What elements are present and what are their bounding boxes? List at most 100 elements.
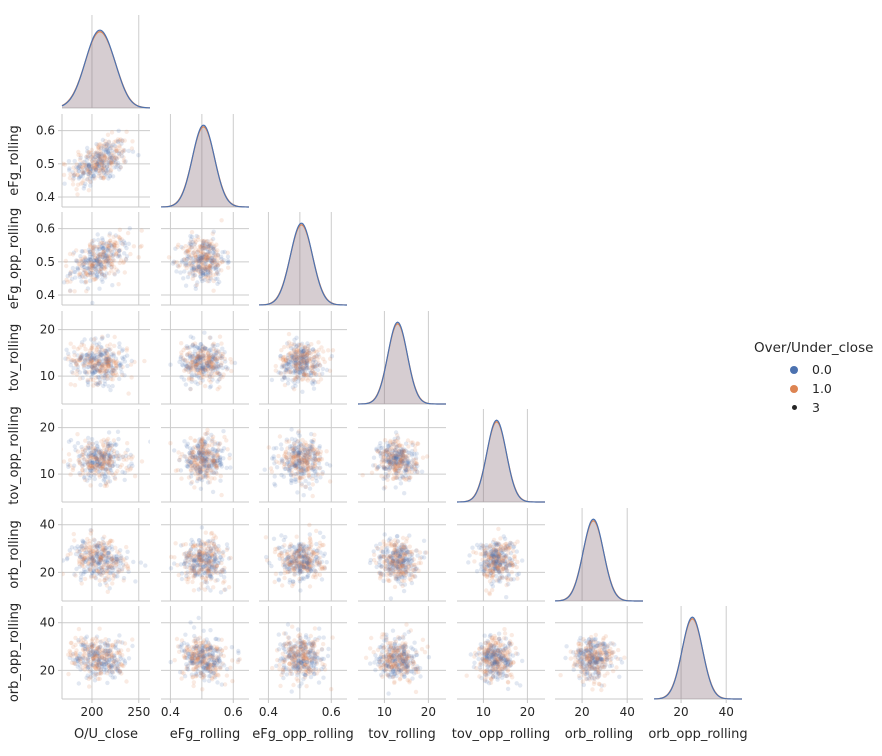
- scatter-point: [274, 465, 280, 470]
- scatter-point: [101, 176, 106, 181]
- scatter-point: [94, 159, 99, 165]
- scatter-point: [292, 441, 297, 446]
- scatter-point: [303, 555, 308, 560]
- scatter-point: [301, 355, 306, 360]
- scatter-point: [77, 162, 83, 167]
- scatter-point: [402, 461, 407, 467]
- scatter-point: [419, 469, 425, 474]
- scatter-point: [304, 461, 310, 466]
- scatter-point: [181, 257, 187, 262]
- scatter-point: [307, 446, 313, 451]
- scatter-point: [279, 551, 284, 556]
- scatter-point: [90, 300, 95, 305]
- scatter-point: [76, 212, 80, 216]
- scatter-point: [306, 559, 312, 564]
- scatter-point: [206, 265, 212, 270]
- scatter-point: [183, 560, 188, 565]
- scatter-point: [102, 368, 107, 373]
- scatter-point: [287, 467, 292, 472]
- scatter-point: [318, 452, 323, 457]
- scatter-point: [191, 335, 196, 341]
- scatter-point: [210, 434, 216, 439]
- scatter-point: [285, 361, 291, 366]
- scatter-point: [101, 245, 106, 251]
- scatter-point: [197, 354, 202, 359]
- scatter-point: [301, 358, 306, 363]
- scatter-point: [91, 360, 96, 365]
- scatter-point: [81, 362, 87, 368]
- scatter-point: [105, 145, 111, 151]
- scatter-point: [107, 231, 113, 236]
- scatter-point: [116, 351, 122, 356]
- scatter-point: [91, 464, 96, 470]
- scatter-point: [96, 145, 101, 150]
- scatter-point: [414, 461, 419, 466]
- scatter-point: [172, 448, 177, 453]
- scatter-point: [392, 440, 397, 445]
- scatter-point: [194, 570, 200, 575]
- scatter-point: [387, 469, 392, 474]
- scatter-point: [65, 553, 71, 558]
- scatter-point: [212, 570, 217, 575]
- scatter-point: [207, 267, 213, 272]
- scatter-point: [198, 552, 203, 557]
- scatter-point: [301, 549, 306, 554]
- scatter-point: [80, 352, 85, 358]
- scatter-point: [210, 368, 216, 373]
- scatter-point: [195, 361, 200, 367]
- panel-3-3: [357, 311, 447, 405]
- scatter-point: [311, 440, 316, 445]
- scatter-point: [193, 363, 199, 369]
- scatter-point: [220, 259, 225, 265]
- scatter-point: [106, 452, 112, 458]
- scatter-point: [394, 453, 399, 458]
- scatter-point: [199, 557, 205, 562]
- scatter-point: [105, 479, 111, 484]
- scatter-point: [90, 365, 95, 370]
- scatter-point: [384, 449, 389, 454]
- scatter-point: [306, 357, 311, 362]
- scatter-point: [194, 266, 199, 271]
- scatter-point: [189, 470, 194, 476]
- scatter-point: [106, 458, 111, 463]
- scatter-point: [316, 347, 322, 353]
- scatter-point: [88, 460, 93, 465]
- scatter-point: [195, 461, 200, 466]
- scatter-point: [304, 358, 309, 364]
- scatter-point: [398, 481, 404, 486]
- scatter-point: [71, 531, 77, 537]
- scatter-point: [114, 148, 120, 154]
- scatter-point: [197, 345, 202, 351]
- scatter-point: [95, 160, 100, 166]
- scatter-point: [214, 463, 219, 468]
- scatter-point: [120, 454, 125, 460]
- scatter-point: [302, 457, 307, 463]
- scatter-point: [300, 350, 305, 355]
- scatter-point: [184, 550, 189, 556]
- scatter-point: [84, 353, 90, 358]
- scatter-point: [302, 450, 308, 455]
- scatter-point: [86, 362, 91, 367]
- scatter-point: [102, 366, 108, 372]
- scatter-point: [208, 374, 213, 379]
- scatter-point: [103, 369, 108, 374]
- scatter-point: [205, 364, 210, 369]
- scatter-point: [415, 463, 420, 469]
- scatter-point: [286, 461, 292, 467]
- scatter-point: [307, 348, 312, 353]
- scatter-point: [218, 373, 224, 379]
- scatter-point: [280, 357, 286, 363]
- scatter-point: [389, 457, 394, 462]
- scatter-point: [177, 458, 182, 463]
- scatter-point: [202, 451, 207, 456]
- scatter-point: [192, 571, 198, 576]
- scatter-point: [211, 288, 216, 293]
- scatter-point: [204, 580, 210, 585]
- scatter-point: [305, 449, 311, 454]
- scatter-point: [121, 155, 126, 160]
- scatter-point: [75, 266, 81, 271]
- scatter-point: [94, 151, 99, 157]
- scatter-point: [64, 347, 69, 352]
- scatter-point: [291, 455, 296, 460]
- scatter-point: [306, 473, 312, 478]
